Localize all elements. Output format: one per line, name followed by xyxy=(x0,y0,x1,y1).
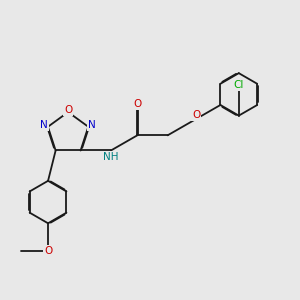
Text: O: O xyxy=(192,110,201,120)
Text: O: O xyxy=(133,99,141,109)
Text: O: O xyxy=(44,246,52,256)
Text: N: N xyxy=(88,120,96,130)
Text: O: O xyxy=(64,105,72,115)
Text: Cl: Cl xyxy=(234,80,244,90)
Text: NH: NH xyxy=(103,152,119,162)
Text: N: N xyxy=(40,120,48,130)
